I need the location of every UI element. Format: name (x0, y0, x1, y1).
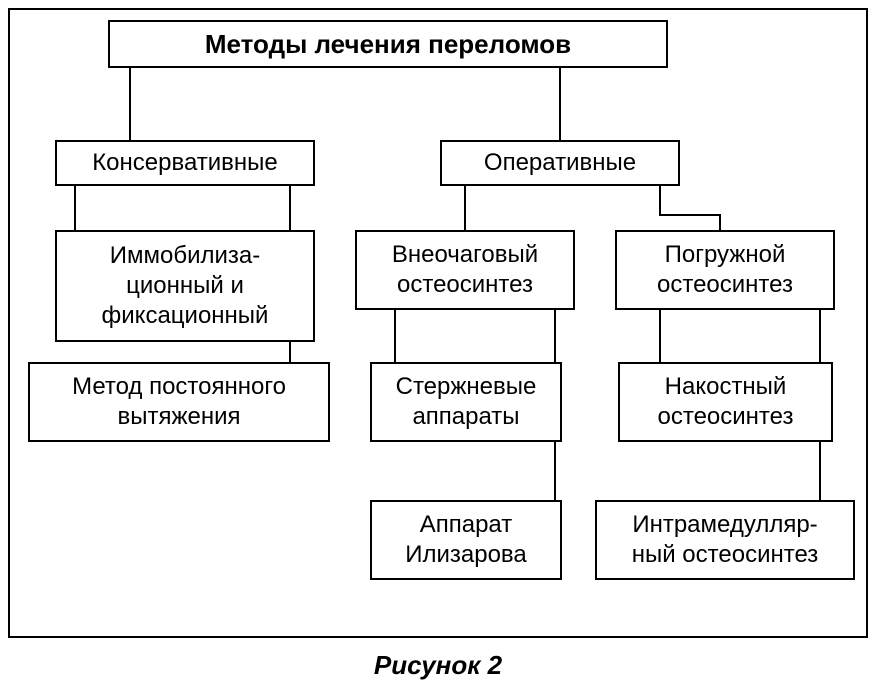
node-nako: Накостный остеосинтез (618, 362, 833, 442)
figure-caption: Рисунок 2 (0, 650, 876, 681)
node-vneo: Внеочаговый остеосинтез (355, 230, 575, 310)
node-ster: Стержневые аппараты (370, 362, 562, 442)
node-cons: Консервативные (55, 140, 315, 186)
diagram-canvas: Рисунок 2 Методы лечения переломов Консер… (0, 0, 876, 696)
node-root: Методы лечения переломов (108, 20, 668, 68)
node-iliz: Аппарат Илизарова (370, 500, 562, 580)
node-oper: Оперативные (440, 140, 680, 186)
node-intr: Интрамедулляр- ный остеосинтез (595, 500, 855, 580)
node-pogr: Погружной остеосинтез (615, 230, 835, 310)
node-post: Метод постоянного вытяжения (28, 362, 330, 442)
node-immo: Иммобилиза- ционный и фиксационный (55, 230, 315, 342)
